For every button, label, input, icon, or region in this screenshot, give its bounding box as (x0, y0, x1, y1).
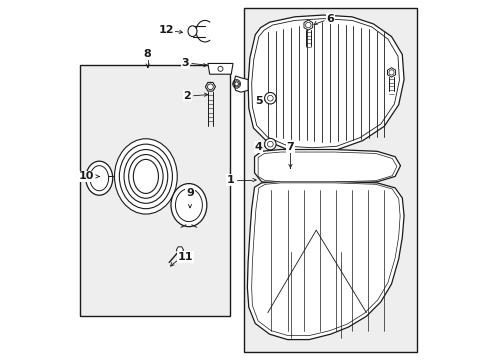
Text: 1: 1 (226, 175, 234, 185)
Circle shape (267, 141, 273, 147)
Polygon shape (247, 181, 403, 339)
Ellipse shape (187, 26, 197, 37)
Circle shape (264, 93, 276, 104)
Ellipse shape (124, 149, 167, 203)
Bar (244, 8, 416, 352)
Text: 6: 6 (326, 14, 334, 24)
Text: 11: 11 (177, 252, 193, 262)
Circle shape (267, 95, 273, 101)
Text: 5: 5 (255, 96, 262, 106)
Circle shape (207, 84, 213, 90)
Polygon shape (233, 76, 247, 92)
Polygon shape (254, 149, 400, 184)
Circle shape (388, 70, 393, 75)
Text: 4: 4 (254, 142, 262, 152)
Text: 4: 4 (254, 142, 262, 152)
Ellipse shape (171, 184, 206, 226)
Polygon shape (258, 152, 396, 182)
Polygon shape (251, 19, 399, 148)
Text: 9: 9 (185, 188, 194, 198)
Ellipse shape (114, 139, 177, 214)
Ellipse shape (128, 154, 163, 198)
Circle shape (305, 22, 310, 28)
Text: 10: 10 (78, 171, 94, 181)
Ellipse shape (90, 166, 108, 191)
Bar (80, 65, 230, 316)
Polygon shape (205, 82, 215, 91)
Polygon shape (386, 68, 395, 77)
Ellipse shape (85, 161, 112, 195)
Polygon shape (176, 247, 183, 253)
Text: 3: 3 (181, 58, 189, 68)
Text: 7: 7 (286, 142, 294, 152)
Ellipse shape (133, 159, 158, 193)
Ellipse shape (175, 189, 202, 222)
Polygon shape (247, 15, 403, 151)
Ellipse shape (119, 144, 172, 209)
Circle shape (264, 138, 276, 150)
Polygon shape (251, 183, 399, 336)
Text: 2: 2 (183, 91, 191, 101)
Text: 8: 8 (143, 49, 151, 59)
Text: 12: 12 (158, 26, 174, 35)
Circle shape (218, 66, 223, 71)
Polygon shape (207, 63, 233, 74)
Polygon shape (304, 20, 312, 30)
